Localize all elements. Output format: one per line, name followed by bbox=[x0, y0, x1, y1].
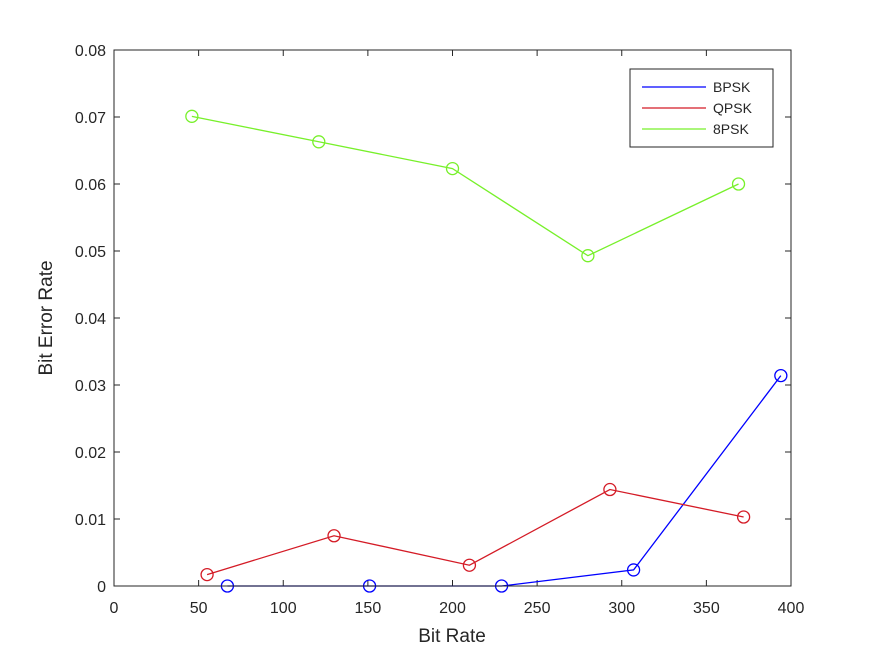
y-tick-label: 0.01 bbox=[75, 512, 106, 529]
x-tick-label: 200 bbox=[439, 600, 466, 617]
legend-item-8psk: 8PSK bbox=[642, 121, 749, 137]
data-point-qpsk bbox=[200, 567, 214, 582]
legend-label-qpsk: QPSK bbox=[713, 100, 753, 116]
legend: BPSK QPSK 8PSK bbox=[629, 68, 774, 148]
y-axis-ticks: 0 0.01 0.02 0.03 0.04 0.05 0.06 0.07 0.08 bbox=[75, 43, 791, 596]
x-tick-label: 0 bbox=[110, 600, 119, 617]
data-point-qpsk bbox=[736, 510, 751, 524]
y-axis-label: Bit Error Rate bbox=[36, 260, 57, 375]
data-point-qpsk bbox=[327, 529, 341, 543]
y-tick-label: 0.05 bbox=[75, 244, 106, 261]
legend-label-8psk: 8PSK bbox=[713, 121, 749, 137]
x-tick-label: 250 bbox=[524, 600, 551, 617]
y-tick-label: 0.06 bbox=[75, 177, 106, 194]
plot-frame bbox=[113, 49, 792, 587]
legend-item-qpsk: QPSK bbox=[642, 100, 753, 116]
series-qpsk bbox=[200, 482, 751, 582]
data-point-qpsk bbox=[603, 482, 617, 497]
x-axis-label: Bit Rate bbox=[418, 626, 486, 647]
data-point-bpsk bbox=[626, 563, 641, 577]
x-tick-label: 100 bbox=[270, 600, 297, 617]
x-tick-label: 50 bbox=[190, 600, 208, 617]
series-8psk bbox=[185, 109, 746, 263]
y-tick-label: 0.04 bbox=[75, 311, 106, 328]
y-tick-label: 0 bbox=[97, 579, 106, 596]
x-tick-label: 400 bbox=[778, 600, 805, 617]
data-point-8psk bbox=[731, 177, 746, 191]
data-point-8psk bbox=[312, 135, 326, 149]
y-tick-label: 0.03 bbox=[75, 378, 106, 395]
legend-label-bpsk: BPSK bbox=[713, 79, 751, 95]
data-point-8psk bbox=[581, 249, 595, 263]
data-point-bpsk bbox=[774, 368, 788, 383]
y-tick-label: 0.08 bbox=[75, 43, 106, 60]
y-tick-label: 0.02 bbox=[75, 445, 106, 462]
data-point-8psk bbox=[445, 161, 460, 176]
legend-item-bpsk: BPSK bbox=[642, 79, 751, 95]
x-tick-label: 300 bbox=[608, 600, 635, 617]
series-line-8psk bbox=[191, 115, 739, 257]
data-point-8psk bbox=[185, 109, 199, 123]
data-point-qpsk bbox=[462, 558, 477, 572]
series-line-qpsk bbox=[206, 488, 744, 576]
y-tick-label: 0.07 bbox=[75, 110, 106, 127]
x-axis-ticks: 0 50 100 150 200 250 300 350 400 bbox=[110, 50, 805, 617]
x-tick-label: 350 bbox=[693, 600, 720, 617]
x-tick-label: 150 bbox=[355, 600, 382, 617]
